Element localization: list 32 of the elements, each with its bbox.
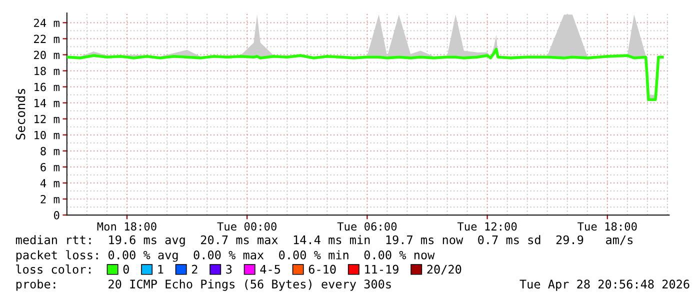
- text: probe: 20 ICMP Echo Pings (56 Bytes) every 300s: [16, 279, 391, 291]
- x-tick-label: Tue 12:00: [457, 222, 517, 231]
- legend-title: loss color:: [16, 264, 91, 274]
- y-tick-label: 10 m: [34, 130, 60, 140]
- y-tick-label: 22 m: [34, 34, 60, 43]
- y-tick-label: 14 m: [34, 98, 60, 108]
- text: packet loss: 0.00 % avg 0.00 % max 0.00 % min 0.00 % now: [16, 250, 435, 262]
- y-tick-label: 18 m: [34, 66, 60, 76]
- text: median rtt: 19.6 ms avg 20.7 ms max 14.4 ms min 19.7 ms now 0.7 ms sd 29.9 am/s: [16, 235, 633, 247]
- x-tick-label: Mon 18:00: [97, 222, 156, 231]
- legend-label: 1: [158, 264, 164, 274]
- legend-label: 20/20: [427, 264, 462, 275]
- x-tick-label: Tue 00:00: [217, 222, 276, 231]
- y-tick-label: 2 m: [40, 195, 60, 204]
- y-tick-label: 4 m: [40, 179, 60, 188]
- text: Tue Apr 28 20:56:48 2026: [520, 280, 690, 291]
- y-tick-label: 20 m: [34, 50, 60, 60]
- legend-label: 0: [123, 264, 129, 274]
- y-axis-title: Seconds: [16, 88, 26, 140]
- legend-label: 6-10: [308, 264, 336, 274]
- y-tick-label: 24 m: [34, 18, 60, 27]
- y-tick-label: 0: [54, 211, 60, 220]
- x-tick-label: Tue 06:00: [337, 222, 397, 231]
- y-tick-label: 12 m: [34, 114, 60, 124]
- y-tick-label: 8 m: [40, 146, 60, 156]
- legend-label: 2: [192, 264, 198, 274]
- legend-label: 4-5: [260, 264, 280, 274]
- y-tick-label: 16 m: [34, 82, 60, 92]
- legend-label: 3: [226, 264, 232, 274]
- x-tick-label: Tue 18:00: [578, 222, 637, 231]
- legend-label: 11-19: [365, 264, 398, 274]
- y-tick-label: 6 m: [40, 162, 60, 172]
